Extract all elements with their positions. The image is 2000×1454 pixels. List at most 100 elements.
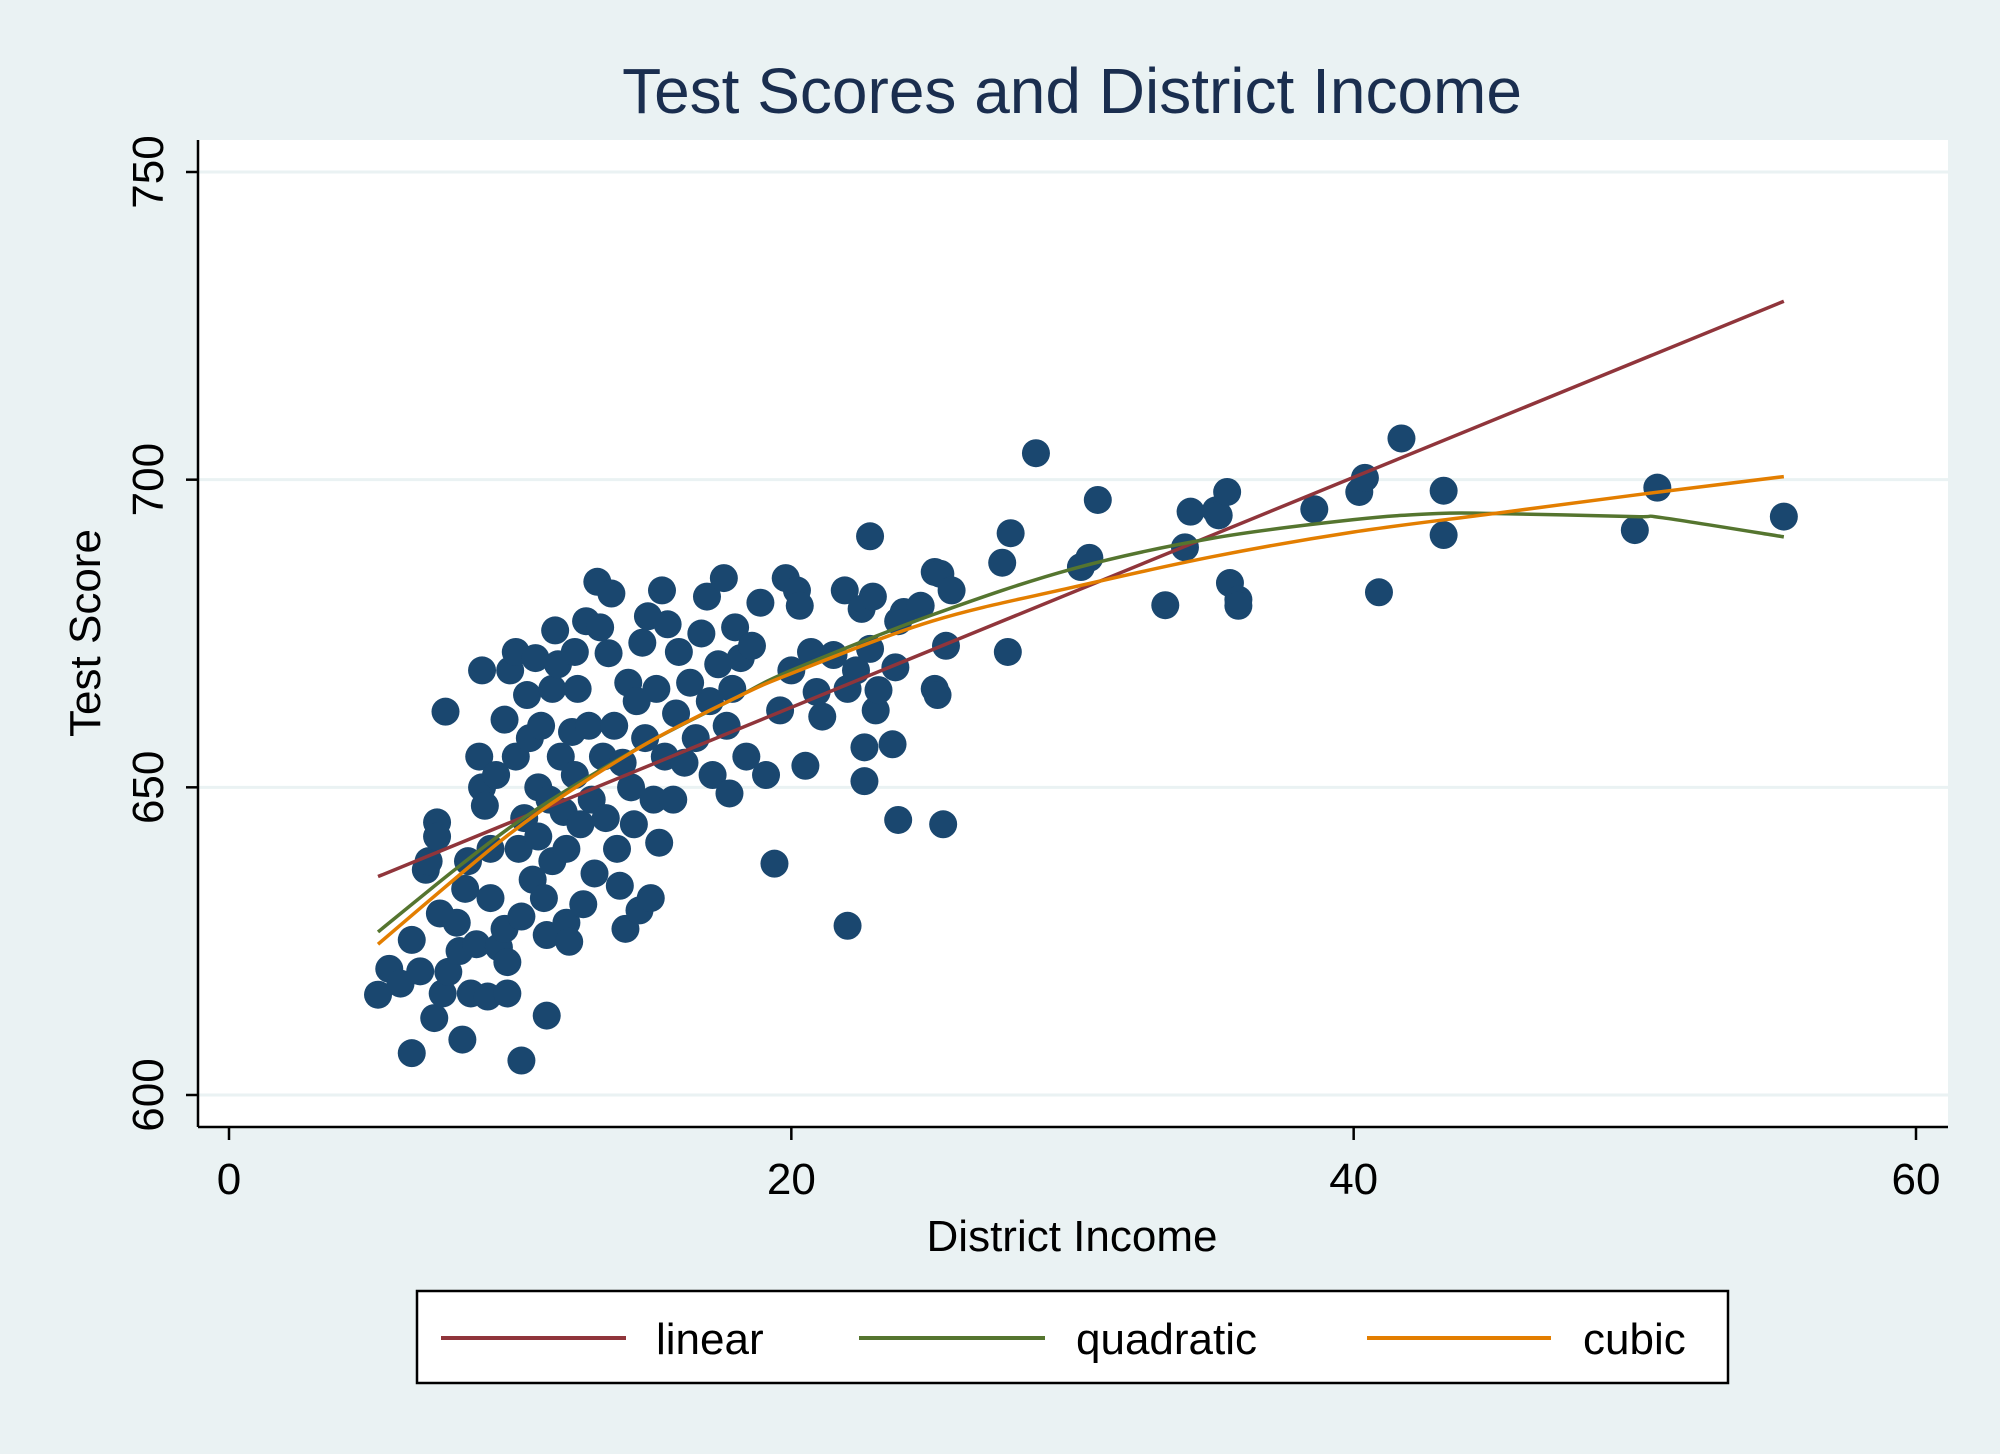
- scatter-point: [397, 925, 426, 954]
- y-tick-label: 700: [124, 443, 173, 516]
- scatter-point: [631, 724, 660, 753]
- scatter-point: [569, 890, 598, 919]
- scatter-point: [1364, 578, 1393, 607]
- scatter-point: [448, 1025, 477, 1054]
- scatter-point: [580, 859, 609, 888]
- scatter-point: [591, 804, 620, 833]
- scatter-point: [791, 751, 820, 780]
- scatter-point: [856, 522, 885, 551]
- scatter-point: [428, 979, 457, 1008]
- scatter-point: [420, 1004, 449, 1033]
- scatter-point: [830, 576, 859, 605]
- scatter-point: [993, 637, 1022, 666]
- legend-label-linear: linear: [656, 1315, 764, 1364]
- scatter-point: [737, 631, 766, 660]
- scatter-point: [698, 761, 727, 790]
- x-tick-label: 0: [217, 1155, 241, 1204]
- scatter-point: [468, 656, 497, 685]
- scatter-point: [1083, 485, 1112, 514]
- scatter-point: [513, 681, 542, 710]
- scatter-point: [527, 711, 556, 740]
- scatter-point: [923, 681, 952, 710]
- scatter-points: [364, 424, 1798, 1075]
- scatter-point: [1151, 591, 1180, 620]
- scatter-point: [490, 705, 519, 734]
- plot-background: [198, 140, 1948, 1127]
- scatter-point: [636, 884, 665, 913]
- y-tick-label: 600: [124, 1058, 173, 1131]
- scatter-point: [574, 711, 603, 740]
- scatter-point: [1387, 424, 1416, 453]
- scatter-point: [1429, 521, 1458, 550]
- fit-line-quadratic: [376, 511, 1785, 934]
- scatter-point: [929, 810, 958, 839]
- scatter-point: [476, 884, 505, 913]
- scatter-point: [608, 748, 637, 777]
- scatter-point: [1224, 591, 1253, 620]
- scatter-point: [864, 676, 893, 705]
- scatter-point: [628, 628, 657, 657]
- scatter-point: [566, 810, 595, 839]
- scatter-point: [1620, 516, 1649, 545]
- scatter-point: [664, 637, 693, 666]
- scatter-point: [563, 674, 592, 703]
- legend-label-cubic: cubic: [1583, 1315, 1686, 1364]
- scatter-point: [752, 761, 781, 790]
- scatter-point: [642, 674, 671, 703]
- scatter-point: [462, 930, 491, 959]
- scatter-point: [808, 702, 837, 731]
- scatter-point: [541, 616, 570, 645]
- scatter-point: [704, 650, 733, 679]
- scatter-point: [785, 591, 814, 620]
- scatter-point: [988, 548, 1017, 577]
- scatter-point: [692, 582, 721, 611]
- scatter-point: [937, 576, 966, 605]
- scatter-point: [470, 791, 499, 820]
- scatter-point: [884, 805, 913, 834]
- scatter-point: [560, 637, 589, 666]
- scatter-point: [605, 871, 634, 900]
- scatter-point: [639, 785, 668, 814]
- chart-title: Test Scores and District Income: [622, 55, 1522, 127]
- scatter-point: [1300, 495, 1329, 524]
- x-axis-label: District Income: [927, 1212, 1218, 1261]
- scatter-point: [1769, 502, 1798, 531]
- scatter-point: [619, 810, 648, 839]
- scatter-point: [434, 957, 463, 986]
- scatter-point: [662, 699, 691, 728]
- scatter-point: [1429, 476, 1458, 505]
- scatter-point: [507, 902, 536, 931]
- scatter-point: [996, 519, 1025, 548]
- scatter-point: [833, 911, 862, 940]
- scatter-point: [406, 957, 435, 986]
- scatter-point: [715, 779, 744, 808]
- fit-line-linear: [377, 299, 1785, 879]
- scatter-point: [442, 908, 471, 937]
- legend-label-quadratic: quadratic: [1076, 1315, 1257, 1364]
- scatter-point: [858, 582, 887, 611]
- scatter-point: [647, 576, 676, 605]
- scatter-point: [529, 884, 558, 913]
- y-axis-label: Test Score: [61, 529, 110, 737]
- scatter-point: [493, 979, 522, 1008]
- scatter-point: [465, 742, 494, 771]
- scatter-point: [721, 613, 750, 642]
- scatter-point: [552, 834, 581, 863]
- x-tick-label: 60: [1892, 1155, 1941, 1204]
- scatter-point: [451, 874, 480, 903]
- scatter-point: [555, 927, 584, 956]
- legend: linear quadratic cubic: [415, 1289, 1730, 1385]
- scatter-point: [659, 785, 688, 814]
- y-tick-label: 650: [124, 751, 173, 824]
- scatter-point: [594, 639, 623, 668]
- x-tick-label: 40: [1329, 1155, 1378, 1204]
- scatter-point: [532, 1001, 561, 1030]
- scatter-point: [1176, 497, 1205, 526]
- fit-line-cubic: [376, 474, 1785, 946]
- fit-lines: [376, 299, 1785, 946]
- scatter-point: [732, 742, 761, 771]
- scatter-point: [431, 697, 460, 726]
- scatter-point: [600, 711, 629, 740]
- scatter-point: [1204, 501, 1233, 530]
